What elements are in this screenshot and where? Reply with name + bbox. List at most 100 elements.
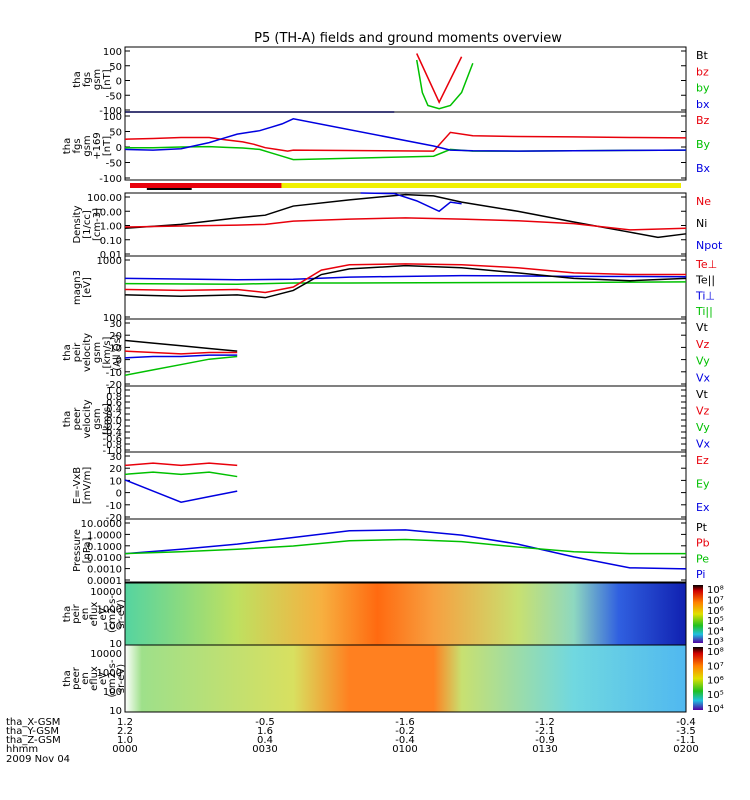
ylabel-line: en [80,672,91,685]
series-fgl-Bx [124,118,687,152]
ylabel-line: eV [98,607,109,620]
spectrogram-ytick-label: 100 [103,622,122,633]
spectrogram-peer-eflux [124,644,687,713]
ylabel-line: (cm2-s- [107,659,118,697]
legend-pressure-Pt: Pt [696,521,708,534]
ylabel-line: tha [62,138,73,154]
ytick-label-efield: -20 [106,513,122,524]
ytick-label-density: 1.00 [100,222,122,233]
legend-peir-Vt: Vt [696,321,709,334]
xaxis-value: -0.4 [676,717,696,728]
ytick-label-density: 0.10 [100,236,122,247]
series-fgl-By [125,145,687,161]
panel-frame-fgs [124,46,687,113]
ylabel-line: eflux [89,602,100,627]
ytick-label-fgs: -100 [99,106,122,117]
xaxis-value: 0130 [532,744,557,755]
spectrogram-ytick-label: 1000 [97,604,122,615]
ylabel-line: tha [62,411,73,427]
ytick-label-density: 100.00 [87,193,122,204]
ytick-label-fgl: 100 [103,112,122,123]
ytick-label-fgl: 0 [116,143,122,154]
ytick-label-temperature: 100 [103,313,122,324]
ylabel-line: gsm [82,135,93,156]
ylabel-line: magn3 [72,270,83,305]
series-temperature-Ti|| [124,281,687,285]
ylabel-line: [eV] [82,277,93,298]
ylabel-line: gsm [92,408,103,429]
ylabel-density: Density[1/cc][cm-3] [72,205,103,243]
legend-fgs-Bt: Bt [696,49,709,62]
ylabel-peir: thapeirvelocitygsm[km/s](All Qs) [62,333,123,372]
ytick-label-efield: 30 [109,452,122,463]
series-density-Npot [360,192,462,213]
legend-fgl-Bx: Bx [696,162,711,175]
series-efield-Ex [124,479,238,504]
ytick-label-pressure: 0.0100 [87,553,122,564]
spectrogram-ytick-label: 10 [109,639,122,650]
figure-title: P5 (TH-A) fields and ground moments over… [254,31,562,46]
xaxis-value: 0100 [392,744,417,755]
ylabel-line: fgs [72,138,83,153]
colorbar-tick-label: 10⁶ [707,676,724,687]
series-temperature-Te⊥ [124,263,686,294]
legend-density-Ni: Ni [696,217,707,230]
legend-density-Ne: Ne [696,195,711,208]
ytick-label-efield: 0 [116,489,122,500]
ytick-label-density: 10.00 [93,207,122,218]
legend-pressure-Pe: Pe [696,552,709,565]
ylabel-line: Pressure [72,529,83,572]
ylabel-line: +169 [92,132,103,159]
status-bar-yellow [281,183,681,188]
series-efield-Ey [124,471,238,478]
ytick-label-peer: 0.6 [106,398,122,409]
legend-peir-Vz: Vz [696,338,710,351]
ylabel-line: [nPa] [82,537,93,563]
ytick-label-pressure: 0.1000 [87,542,122,553]
xaxis-value: 0030 [252,744,277,755]
ylabel-line: tha [72,71,83,87]
xaxis-value: -0.4 [395,735,415,746]
ytick-label-fgl: -100 [99,174,122,185]
xaxis-value: 0.4 [257,735,273,746]
ytick-label-fgl: -50 [106,159,122,170]
ylabel-line: tha [62,606,73,622]
ytick-label-pressure: 10.0000 [81,519,122,530]
ylabel-line: [km/s] [102,336,113,368]
ylabel-line: sr-eV) [116,599,127,628]
ylabel-line: tha [62,670,73,686]
ytick-label-pressure: 1.0000 [87,530,122,541]
legend-peer-Vz: Vz [696,405,710,418]
panel-frame-density [124,192,687,257]
series-fgl-Bz [124,131,687,152]
series-temperature-Ti⊥ [124,274,687,281]
series-density-Ne [124,217,687,231]
xaxis-value: 0200 [673,744,698,755]
xaxis-value: -2.1 [535,726,555,737]
xaxis-value: 1.2 [117,717,133,728]
panel-frame-pressure [124,518,687,583]
ylabel-line: fgs [82,72,93,87]
ytick-label-peer: 0.0 [106,416,122,427]
spectrogram-ytick-label: 100 [103,687,122,698]
panel-frame-peer [124,385,687,453]
ytick-label-peir: 20 [109,331,122,342]
legend-efield-Ex: Ex [696,501,710,514]
ylabel-line: sr-eV) [116,664,127,693]
legend-fgl-By: By [696,138,711,151]
legend-peer-Vx: Vx [696,438,711,451]
ylabel-line: peer [72,407,83,431]
ylabel-fgl: thafgsgsm+169[nT] [62,132,113,159]
ytick-label-temperature: 1000 [97,256,122,267]
x-axis-labels: tha_X-GSM 1.2 -0.5 -1.6 -1.2 -0.4 tha_Y-GSM 2.2… [6,717,699,765]
ylabel-line: en [80,608,91,621]
legend-fgs-bz: bz [696,65,709,78]
ylabel-line: velocity [82,333,93,372]
ytick-label-efield: -10 [106,501,122,512]
ylabel-line: [cm-3] [92,208,103,241]
ylabel-temperature: magn3[eV] [72,270,93,305]
colorbar-tick-label: 10⁶ [707,606,724,617]
colorbar-tick-label: 10³ [707,637,724,648]
xaxis-value: -3.5 [676,726,696,737]
ytick-label-fgs: 50 [109,62,122,73]
